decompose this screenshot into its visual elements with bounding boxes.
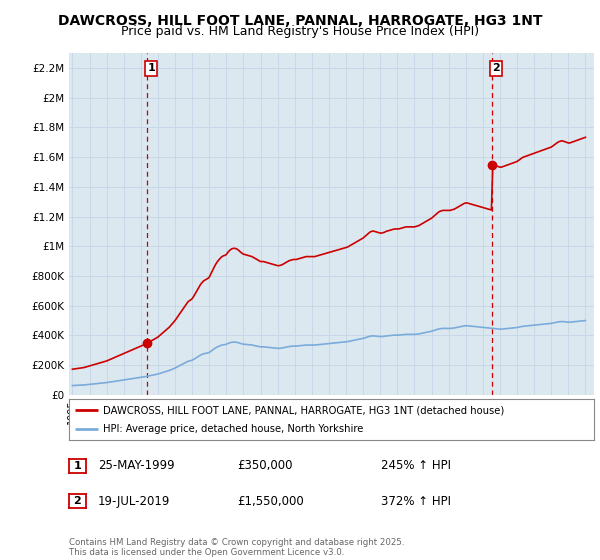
Text: HPI: Average price, detached house, North Yorkshire: HPI: Average price, detached house, Nort… [103, 424, 364, 433]
Text: 245% ↑ HPI: 245% ↑ HPI [381, 459, 451, 473]
Text: 1: 1 [74, 461, 81, 471]
Text: DAWCROSS, HILL FOOT LANE, PANNAL, HARROGATE, HG3 1NT: DAWCROSS, HILL FOOT LANE, PANNAL, HARROG… [58, 14, 542, 28]
Text: Price paid vs. HM Land Registry's House Price Index (HPI): Price paid vs. HM Land Registry's House … [121, 25, 479, 38]
Text: DAWCROSS, HILL FOOT LANE, PANNAL, HARROGATE, HG3 1NT (detached house): DAWCROSS, HILL FOOT LANE, PANNAL, HARROG… [103, 405, 505, 415]
Text: 2: 2 [492, 63, 500, 73]
Text: 372% ↑ HPI: 372% ↑ HPI [381, 494, 451, 508]
Text: £350,000: £350,000 [237, 459, 293, 473]
Text: 2: 2 [74, 497, 81, 506]
Text: £1,550,000: £1,550,000 [237, 494, 304, 508]
Text: 1: 1 [148, 63, 155, 73]
Text: 19-JUL-2019: 19-JUL-2019 [98, 494, 170, 508]
Text: 25-MAY-1999: 25-MAY-1999 [98, 459, 175, 473]
Text: Contains HM Land Registry data © Crown copyright and database right 2025.
This d: Contains HM Land Registry data © Crown c… [69, 538, 404, 557]
